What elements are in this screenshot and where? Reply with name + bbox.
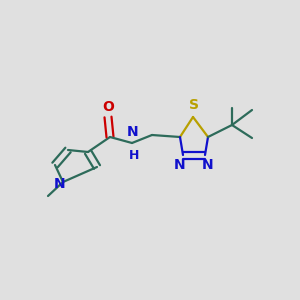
Text: N: N: [54, 177, 66, 191]
Text: N: N: [127, 125, 139, 139]
Text: O: O: [102, 100, 114, 114]
Text: N: N: [174, 158, 186, 172]
Text: S: S: [189, 98, 199, 112]
Text: N: N: [202, 158, 214, 172]
Text: H: H: [129, 149, 139, 162]
